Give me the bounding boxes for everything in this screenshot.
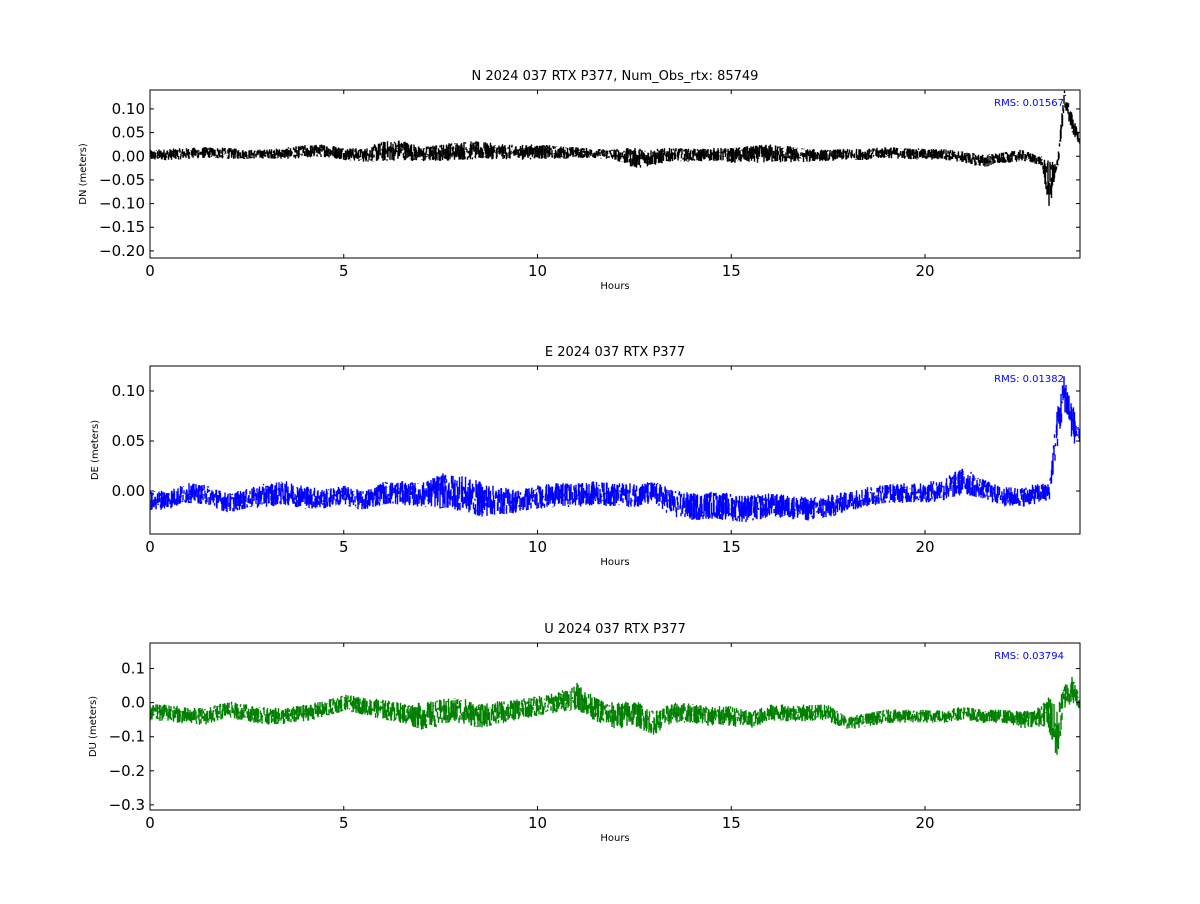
chart-panel-3: 0 5 10 15 20 0.1 0.0 −0.1 −0.2 −0.3 U 2024 037 RTX… <box>88 622 1081 844</box>
y-axis-label: DE (meters) <box>90 420 101 480</box>
x-tick-label: 15 <box>722 814 741 832</box>
x-tick-label: 0 <box>145 262 155 280</box>
y-tick-label: 0.00 <box>112 482 145 500</box>
y-tick-label: −0.15 <box>99 218 145 236</box>
x-tick-label: 10 <box>528 814 547 832</box>
x-tick-label: 20 <box>915 262 934 280</box>
plot-frame <box>149 365 1081 535</box>
x-tick-label: 10 <box>528 262 547 280</box>
x-tick-label: 0 <box>145 538 155 556</box>
x-tick-label: 20 <box>915 538 934 556</box>
chart-panel-1: 0 5 10 15 20 0.10 0.05 0.00 −0.05 −0.10 −0.15 −0.20… <box>78 69 1081 292</box>
x-axis-label: Hours <box>600 833 629 844</box>
y-tick-label: 0.00 <box>112 147 145 165</box>
y-tick-label: 0.05 <box>112 124 145 142</box>
x-tick-label: 10 <box>528 538 547 556</box>
y-tick-label: −0.20 <box>99 242 145 260</box>
plot-frame <box>149 89 1081 259</box>
y-tick-label: −0.10 <box>99 195 145 213</box>
data-series <box>150 90 1080 206</box>
x-axis-label: Hours <box>600 557 629 568</box>
y-axis-label: DU (meters) <box>88 696 99 757</box>
x-tick-label: 5 <box>339 814 349 832</box>
y-tick-label: −0.05 <box>99 171 145 189</box>
x-tick-label: 15 <box>722 262 741 280</box>
data-series <box>150 376 1080 523</box>
chart-title: U 2024 037 RTX P377 <box>544 622 686 637</box>
chart-title: N 2024 037 RTX P377, Num_Obs_rtx: 85749 <box>472 69 759 84</box>
rms-annotation: RMS: 0.01567 <box>994 98 1064 109</box>
rms-annotation: RMS: 0.01382 <box>994 374 1064 385</box>
data-points <box>150 90 1080 206</box>
data-series <box>150 677 1080 755</box>
y-tick-label: 0.0 <box>121 694 145 712</box>
x-axis-label: Hours <box>600 281 629 292</box>
x-tick-label: 5 <box>339 262 349 280</box>
chart-title: E 2024 037 RTX P377 <box>545 345 685 360</box>
plot-frame <box>149 642 1081 811</box>
x-tick-label: 5 <box>339 538 349 556</box>
chart-panel-2: 0 5 10 15 20 0.10 0.05 0.00 E 2024 037 RTX P377 H… <box>90 345 1081 568</box>
y-tick-label: −0.2 <box>109 762 145 780</box>
rms-annotation: RMS: 0.03794 <box>994 651 1064 662</box>
y-tick-label: −0.1 <box>109 728 145 746</box>
y-tick-label: 0.1 <box>121 660 145 678</box>
y-tick-label: −0.3 <box>109 796 145 814</box>
y-tick-label: 0.10 <box>112 382 145 400</box>
y-tick-label: 0.10 <box>112 100 145 118</box>
x-tick-label: 20 <box>915 814 934 832</box>
data-points <box>150 677 1080 755</box>
y-tick-label: 0.05 <box>112 432 145 450</box>
data-points <box>150 376 1080 523</box>
x-tick-label: 0 <box>145 814 155 832</box>
x-tick-label: 15 <box>722 538 741 556</box>
y-axis-label: DN (meters) <box>78 143 89 205</box>
